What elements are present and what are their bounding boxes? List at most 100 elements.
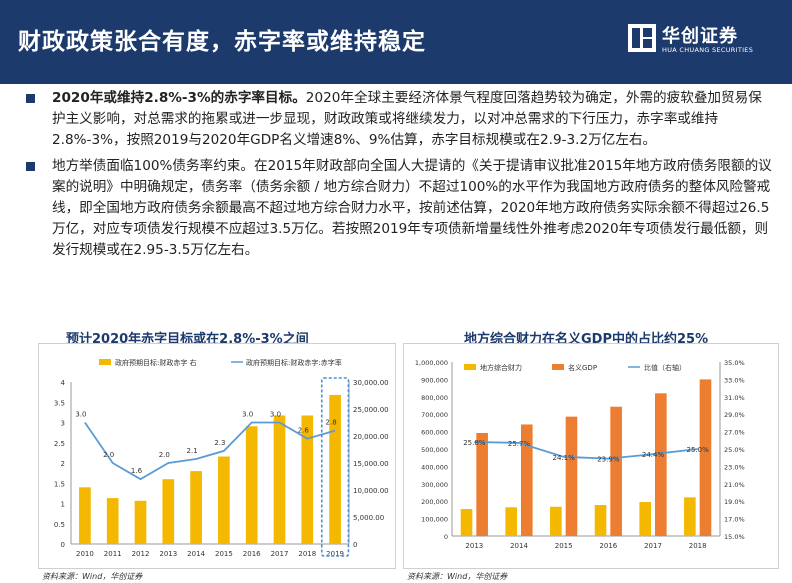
y-left-tick-label: 0 — [61, 541, 65, 549]
company-logo: 华创证券 HUA CHUANG SECURITIES — [628, 18, 758, 68]
bullet-square-icon — [26, 94, 35, 103]
y-left-tick-label: 1 — [61, 501, 65, 509]
bar — [476, 432, 488, 536]
y-right-tick-label: 21.0% — [724, 481, 745, 489]
bar — [550, 506, 562, 536]
y-right-tick-label: 31.0% — [724, 394, 745, 402]
bar — [162, 479, 175, 544]
data-label: 3.0 — [270, 411, 281, 419]
y-right-tick-label: 25,000.00 — [353, 406, 389, 414]
x-tick-label: 2012 — [132, 550, 150, 558]
y-left-tick-label: 2.5 — [54, 440, 65, 448]
y-left-tick-label: 1.5 — [54, 480, 65, 488]
y-right-tick-label: 29.0% — [724, 411, 745, 419]
data-label: 25.0% — [687, 446, 710, 454]
bullet-list: 2020年或维持2.8%-3%的赤字率目标。2020年全球主要经济体景气程度回落… — [22, 88, 772, 266]
bar — [594, 505, 607, 536]
bar — [565, 416, 578, 536]
y-left-tick-label: 1,000,000 — [415, 359, 448, 367]
y-left-tick-label: 100,000 — [421, 516, 448, 524]
logo-text-cn: 华创证券 — [662, 26, 738, 47]
y-left-tick-label: 3.5 — [54, 399, 65, 407]
x-tick-label: 2014 — [187, 550, 205, 558]
y-right-tick-label: 5,000.00 — [353, 514, 384, 522]
y-left-tick-label: 3 — [61, 420, 65, 428]
legend-label-bar: 地方综合财力 — [480, 363, 522, 372]
legend-label-bar: 政府预期目标:财政赤字 右 — [115, 358, 197, 367]
y-right-tick-label: 33.0% — [724, 376, 745, 384]
series-line — [474, 441, 698, 460]
y-left-tick-label: 0 — [444, 533, 448, 541]
x-tick-label: 2016 — [243, 550, 261, 558]
y-left-tick-label: 200,000 — [421, 498, 448, 506]
bar — [134, 500, 147, 544]
bar — [460, 509, 473, 536]
y-left-tick-label: 2 — [61, 460, 65, 468]
data-label: 2.0 — [159, 451, 170, 459]
y-right-tick-label: 15,000.00 — [353, 460, 389, 468]
bar — [699, 379, 712, 536]
data-label: 3.0 — [75, 411, 86, 419]
x-tick-label: 2010 — [76, 550, 94, 558]
bullet-text: 2020年全球主要经济体景气程度回落趋势较为确定，外需的疲软叠加贸易保护主义影响… — [52, 90, 762, 148]
bar — [521, 424, 533, 536]
y-right-tick-label: 30,000.00 — [353, 379, 389, 387]
header-bar: 财政政策张合有度，赤字率或维持稳定 华创证券 HUA CHUANG SECURI… — [0, 0, 792, 84]
bar — [218, 456, 230, 544]
chart-right: 地方综合财力 名义GDP 比值（右轴） 0 100,000 200,000 300,000 4… — [415, 359, 745, 550]
highlight-box — [320, 377, 350, 557]
logo-icon — [628, 24, 656, 52]
y-right-tick-label: 15.0% — [724, 533, 745, 541]
slide-title: 财政政策张合有度，赤字率或维持稳定 — [18, 29, 426, 55]
bar — [684, 497, 696, 536]
data-label: 2.0 — [103, 451, 114, 459]
y-left-tick-label: 300,000 — [421, 481, 448, 489]
data-label: 2.8 — [326, 419, 337, 427]
x-tick-label: 2018 — [298, 550, 316, 558]
y-right-tick-label: 17.0% — [724, 516, 745, 524]
data-label: 23.9% — [597, 456, 620, 464]
series-line — [84, 421, 336, 481]
data-label: 2.1 — [187, 447, 198, 455]
y-left-tick-label: 400,000 — [421, 463, 448, 471]
bullet-heading: 2020年或维持2.8%-3%的赤字率目标。 — [52, 90, 306, 106]
bar — [505, 507, 517, 536]
bar — [610, 406, 622, 536]
x-tick-label: 2015 — [555, 542, 573, 550]
bar — [329, 394, 341, 544]
y-right-tick-label: 0 — [353, 541, 357, 549]
y-left-tick-label: 600,000 — [421, 429, 448, 437]
legend-label-line: 比值（右轴） — [644, 363, 686, 372]
data-label: 25.8% — [463, 439, 486, 447]
data-label: 2.3 — [214, 439, 225, 447]
x-tick-label: 2018 — [689, 542, 707, 550]
chart-left: 政府预期目标:财政赤字 右 政府预期目标:财政赤字:赤字率 0 0.5 1 1.5 2 2.5… — [54, 358, 389, 558]
bar — [190, 471, 202, 544]
bar — [245, 426, 258, 544]
legend-swatch-bar — [464, 364, 476, 370]
x-tick-label: 2013 — [159, 550, 177, 558]
source-note-left: 资料来源：Wind，华创证券 — [42, 572, 143, 581]
y-right-tick-label: 23.0% — [724, 463, 745, 471]
chart-left-frame: 政府预期目标:财政赤字 右 政府预期目标:财政赤字:赤字率 0 0.5 1 1.5 2 2.5… — [38, 343, 396, 569]
x-tick-label: 2011 — [104, 550, 122, 558]
bar — [106, 498, 119, 544]
y-right-tick-label: 25.0% — [724, 446, 745, 454]
y-left-tick-label: 4 — [61, 379, 66, 387]
y-right-tick-label: 19.0% — [724, 498, 745, 506]
data-label: 2.6 — [298, 427, 310, 435]
x-tick-label: 2017 — [271, 550, 289, 558]
y-left-tick-label: 900,000 — [421, 376, 448, 384]
data-label: 24.1% — [553, 454, 576, 462]
bar — [79, 487, 91, 544]
bar — [655, 393, 667, 536]
x-tick-label: 2019 — [326, 550, 344, 558]
legend-label-bar-2: 名义GDP — [568, 363, 597, 372]
bar — [301, 415, 314, 544]
bullet-item: 2020年或维持2.8%-3%的赤字率目标。2020年全球主要经济体景气程度回落… — [22, 88, 772, 151]
bullet-item: 地方举债面临100%债务率约束。在2015年财政部向全国人大提请的《关于提请审议… — [22, 156, 772, 261]
bullet-text: 地方举债面临100%债务率约束。在2015年财政部向全国人大提请的《关于提请审议… — [52, 158, 772, 258]
y-left-tick-label: 700,000 — [421, 411, 448, 419]
x-tick-label: 2013 — [465, 542, 483, 550]
data-label: 3.0 — [242, 411, 253, 419]
